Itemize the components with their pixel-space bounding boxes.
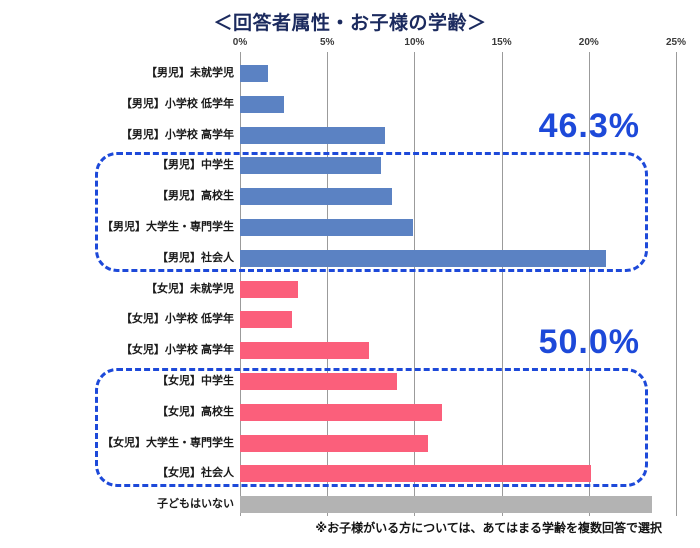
gridline: [588, 52, 590, 516]
bar-girls: [240, 342, 370, 360]
category-label: 【女児】小学校 低学年: [120, 313, 234, 326]
category-label: 【男児】大学生・専門学生: [102, 220, 234, 233]
x-tick-label: 20%: [578, 37, 599, 48]
bar-none: [240, 496, 652, 514]
category-label: 【女児】高校生: [157, 405, 234, 418]
bar-boys: [240, 157, 382, 175]
bar-girls: [240, 403, 443, 421]
gridline: [501, 52, 503, 516]
x-tick-label: 5%: [319, 37, 335, 48]
category-label: 【男児】小学校 低学年: [120, 97, 234, 110]
gridline: [414, 52, 416, 516]
girls-highlight-box: [95, 368, 648, 488]
bar-girls: [240, 311, 293, 329]
bar-girls: [240, 372, 397, 390]
x-tick-label: 0%: [232, 37, 248, 48]
gridline: [676, 52, 677, 516]
category-label: 【男児】社会人: [157, 251, 234, 264]
bar-boys: [240, 218, 413, 236]
bar-girls: [240, 434, 429, 452]
category-label: 【男児】高校生: [157, 190, 234, 203]
category-label: 【男児】小学校 高学年: [120, 128, 234, 141]
category-label: 【男児】未就学児: [146, 66, 234, 79]
category-label: 【女児】小学校 高学年: [120, 344, 234, 357]
gridline: [327, 52, 329, 516]
category-label: 【女児】中学生: [157, 374, 234, 387]
bar-boys: [240, 64, 268, 82]
category-label: 【女児】社会人: [157, 467, 234, 480]
x-tick-label: 10%: [404, 37, 425, 48]
chart-title: ＜回答者属性・お子様の学齢＞: [213, 13, 487, 34]
category-label: 【女児】大学生・専門学生: [102, 436, 234, 449]
bar-boys: [240, 188, 392, 206]
chart-footnote: ※お子様がいる方については、あてはまる学齢を複数回答で選択: [315, 521, 662, 535]
category-label: 【女児】未就学児: [146, 282, 234, 295]
bar-boys: [240, 95, 284, 113]
category-label: 子どもはいない: [157, 498, 234, 511]
girls-share-label: 50.0%: [538, 323, 640, 361]
x-tick-label: 15%: [491, 37, 512, 48]
bar-boys: [240, 249, 607, 267]
category-label: 【男児】中学生: [157, 159, 234, 172]
bar-girls: [240, 465, 591, 483]
bar-girls: [240, 280, 298, 298]
bar-boys: [240, 126, 385, 144]
x-tick-label: 25%: [665, 37, 687, 48]
boys-highlight-box: [95, 152, 648, 272]
boys-share-label: 46.3%: [538, 107, 640, 146]
